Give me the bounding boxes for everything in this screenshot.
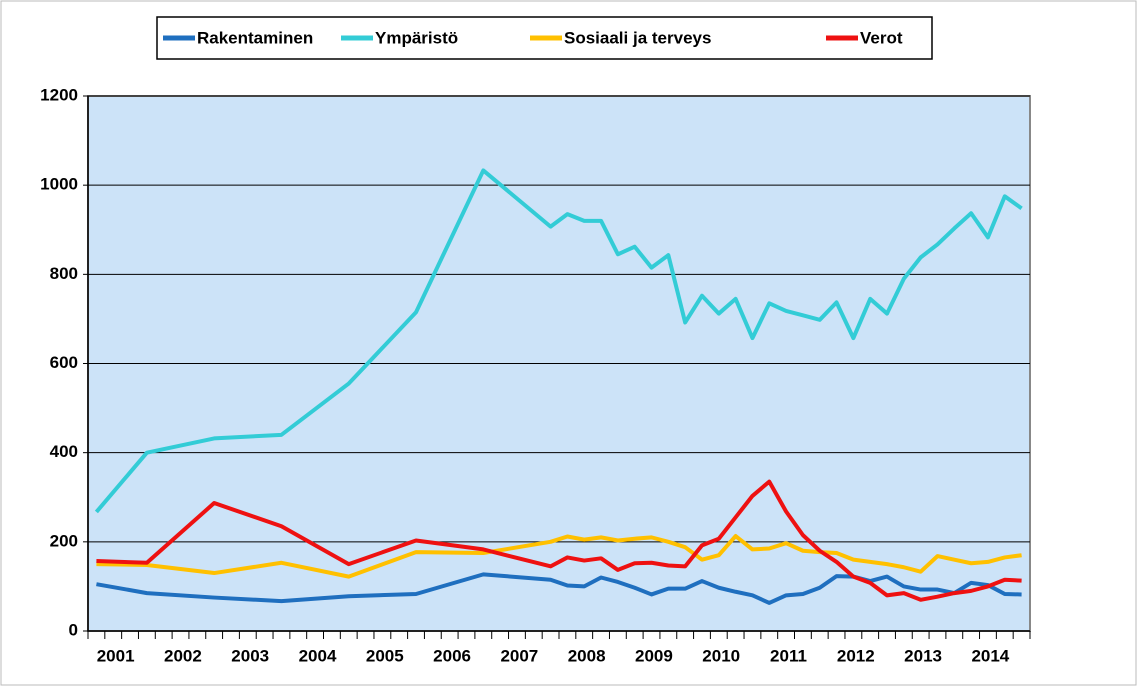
x-tick-label: 2012	[837, 646, 875, 665]
x-tick-label: 2010	[702, 646, 740, 665]
y-tick-label: 200	[50, 531, 78, 550]
legend-label: Ympäristö	[375, 28, 458, 47]
series-line	[96, 534, 1022, 579]
y-tick-label: 1200	[40, 85, 78, 104]
x-tick-label: 2002	[164, 646, 202, 665]
legend-label: Sosiaali ja terveys	[564, 28, 711, 47]
x-tick-label: 2011	[770, 646, 807, 665]
x-tick-label: 2006	[433, 646, 471, 665]
x-tick-label: 2005	[366, 646, 404, 665]
y-tick-label: 600	[50, 353, 78, 372]
y-tick-label: 0	[69, 620, 78, 639]
x-tick-label: 2009	[635, 646, 673, 665]
x-tick-label: 2014	[971, 646, 1009, 665]
series-line	[96, 479, 1022, 602]
x-tick-label: 2013	[904, 646, 942, 665]
x-tick-label: 2004	[299, 646, 337, 665]
x-tick-label: 2008	[568, 646, 606, 665]
y-tick-label: 400	[50, 442, 78, 461]
x-tick-label: 2003	[231, 646, 269, 665]
series-line	[94, 168, 1023, 514]
x-tick-label: 2001	[97, 646, 135, 665]
legend-label: Rakentaminen	[197, 28, 313, 47]
x-tick-label: 2007	[500, 646, 538, 665]
series-line	[96, 572, 1022, 605]
legend-label: Verot	[860, 28, 903, 47]
y-tick-label: 800	[50, 264, 78, 283]
y-tick-label: 1000	[40, 175, 78, 194]
